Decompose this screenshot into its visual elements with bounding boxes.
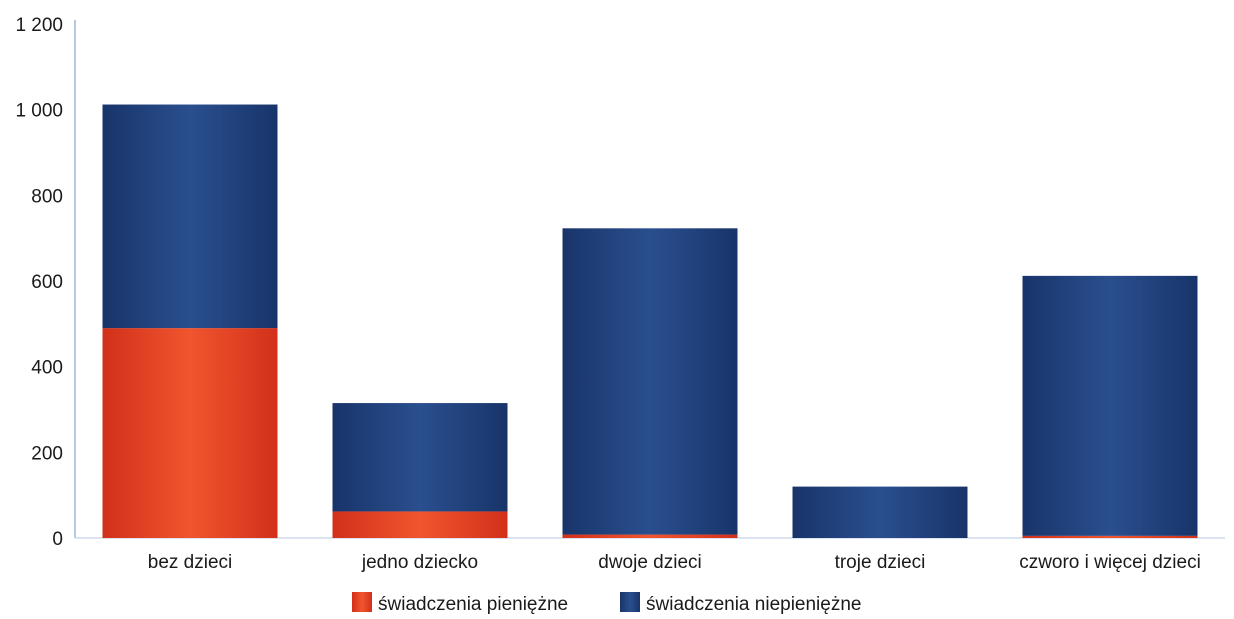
bar-segment-niepieniezne — [562, 228, 738, 535]
bar-segment-niepieniezne — [1022, 275, 1198, 536]
bar-segment-niepieniezne — [792, 486, 968, 538]
x-tick-label: troje dzieci — [835, 552, 926, 573]
bar-segment-niepieniezne — [102, 104, 278, 329]
bars — [102, 104, 1198, 538]
legend-label: świadczenia pieniężne — [378, 594, 568, 615]
y-tick-label: 1 000 — [15, 101, 63, 122]
bar-segment-pieniezne — [562, 534, 738, 538]
x-tick-label: czworo i więcej dzieci — [1019, 552, 1201, 573]
legend-swatch — [352, 592, 372, 612]
y-tick-label: 200 — [31, 443, 63, 464]
legend-swatch — [620, 592, 640, 612]
y-tick-label: 400 — [31, 358, 63, 379]
legend: świadczenia pieniężne świadczenia niepien… — [352, 592, 861, 615]
y-tick-label: 600 — [31, 272, 63, 293]
y-tick-label: 0 — [52, 529, 63, 550]
x-axis-labels: bez dzieci jedno dziecko dwoje dzieci troje… — [148, 552, 1201, 573]
bar-segment-pieniezne — [102, 328, 278, 538]
bar-segment-pieniezne — [1022, 535, 1198, 538]
x-tick-label: jedno dziecko — [361, 552, 478, 573]
y-tick-label: 1 200 — [15, 15, 63, 36]
x-tick-label: dwoje dzieci — [598, 552, 702, 573]
bar-segment-pieniezne — [332, 511, 508, 538]
x-tick-label: bez dzieci — [148, 552, 233, 573]
legend-label: świadczenia niepieniężne — [646, 594, 861, 615]
bar-segment-niepieniezne — [332, 403, 508, 512]
y-tick-label: 800 — [31, 186, 63, 207]
